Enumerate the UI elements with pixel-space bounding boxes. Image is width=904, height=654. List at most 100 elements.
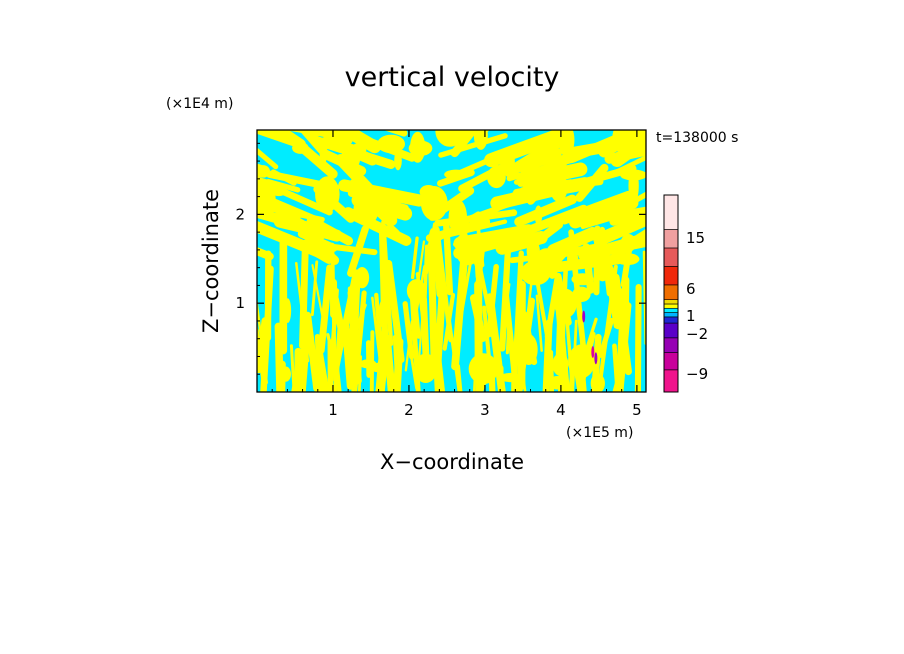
- field-band: [265, 179, 301, 193]
- field-blob: [615, 253, 640, 266]
- field-streak: [612, 343, 621, 392]
- field-band: [508, 204, 589, 241]
- field-streak: [505, 317, 511, 355]
- field-blob: [315, 176, 340, 213]
- field-blob: [473, 130, 488, 150]
- field-blob: [284, 298, 292, 323]
- field-band: [506, 156, 578, 182]
- field-band: [299, 144, 338, 179]
- x-axis-label: X−coordinate: [380, 450, 524, 474]
- x-tick-label: 1: [328, 401, 338, 419]
- field-streak: [535, 294, 543, 352]
- field-streak: [295, 261, 310, 363]
- colorbar-tick-label: 1: [686, 307, 696, 325]
- field-blob: [612, 130, 636, 154]
- field-band: [609, 207, 646, 226]
- field-blob: [534, 205, 543, 226]
- field-streak: [310, 260, 319, 317]
- velocity-field: [257, 130, 646, 392]
- field-band: [575, 163, 609, 202]
- field-streak: [392, 334, 401, 392]
- field-streak: [260, 326, 268, 392]
- field-band: [257, 163, 266, 178]
- field-streak: [335, 364, 342, 392]
- field-blob: [526, 240, 540, 262]
- field-extreme-spot: [582, 310, 586, 323]
- field-streak: [511, 250, 524, 389]
- field-streak: [257, 317, 269, 374]
- field-band: [298, 130, 328, 154]
- field-streak: [499, 237, 512, 352]
- colorbar-segment: [663, 369, 679, 393]
- field-streak: [546, 276, 560, 345]
- field-band: [478, 130, 490, 136]
- field-streak: [291, 348, 306, 392]
- field-blob: [491, 156, 499, 169]
- field-blob: [377, 134, 406, 154]
- field-blob: [280, 366, 292, 382]
- colorbar-segment: [663, 316, 679, 324]
- field-streak: [511, 363, 517, 392]
- field-streak: [316, 362, 325, 392]
- field-blob: [341, 143, 361, 171]
- y-tick-label: 1: [235, 294, 245, 312]
- field-band: [569, 197, 639, 229]
- field-streak: [385, 260, 405, 364]
- colorbar-segment: [663, 352, 679, 371]
- field-band: [495, 230, 548, 255]
- colorbar-segment: [663, 303, 679, 309]
- field-blob: [596, 263, 610, 282]
- field-band: [514, 194, 577, 227]
- x-tick-label: 4: [556, 401, 566, 419]
- field-streak: [383, 334, 396, 392]
- field-blob: [353, 193, 379, 226]
- field-band: [593, 212, 646, 246]
- field-blob: [292, 141, 309, 154]
- field-streak: [351, 277, 361, 352]
- colorbar-segment: [663, 322, 679, 339]
- field-streak: [277, 360, 286, 392]
- field-streak: [369, 330, 375, 392]
- field-streak: [317, 264, 334, 354]
- field-streak: [442, 292, 456, 351]
- colorbar-tick-label: 6: [686, 280, 696, 298]
- field-streak: [410, 236, 419, 280]
- field-streak: [341, 322, 355, 390]
- field-blob: [468, 353, 499, 385]
- field-band: [637, 237, 646, 247]
- field-blob: [406, 279, 426, 303]
- field-streak: [333, 322, 343, 392]
- field-blob: [537, 248, 556, 262]
- field-streaks: [257, 130, 646, 392]
- field-blob: [257, 165, 270, 178]
- field-blob: [457, 245, 479, 266]
- field-streak: [409, 287, 421, 392]
- field-extreme-spot: [594, 352, 598, 365]
- colorbar-segment: [663, 284, 679, 300]
- x-tick-label: 5: [632, 401, 642, 419]
- field-streak: [621, 276, 630, 325]
- field-band: [438, 133, 508, 158]
- field-blob: [568, 344, 595, 379]
- field-blob: [444, 169, 468, 180]
- field-band: [285, 130, 340, 139]
- field-streak: [260, 265, 274, 392]
- field-blob: [354, 267, 370, 289]
- field-blob: [420, 186, 448, 221]
- field-streak: [408, 264, 426, 351]
- field-blob: [499, 372, 523, 383]
- chart-title: vertical velocity: [345, 62, 560, 93]
- y-axis-ticks: 12: [235, 142, 646, 375]
- field-band: [257, 130, 276, 135]
- field-blob: [448, 199, 468, 236]
- field-band: [451, 130, 470, 136]
- colorbar-segment: [663, 194, 679, 230]
- field-streak: [316, 345, 330, 392]
- y-tick-label: 2: [235, 205, 245, 223]
- time-label: t=138000 s: [656, 130, 738, 146]
- field-band: [639, 171, 646, 178]
- colorbar-segment: [663, 307, 679, 313]
- colorbar-segment: [663, 312, 679, 318]
- colorbar-tick-label: −9: [686, 365, 708, 383]
- field-blob: [414, 353, 438, 384]
